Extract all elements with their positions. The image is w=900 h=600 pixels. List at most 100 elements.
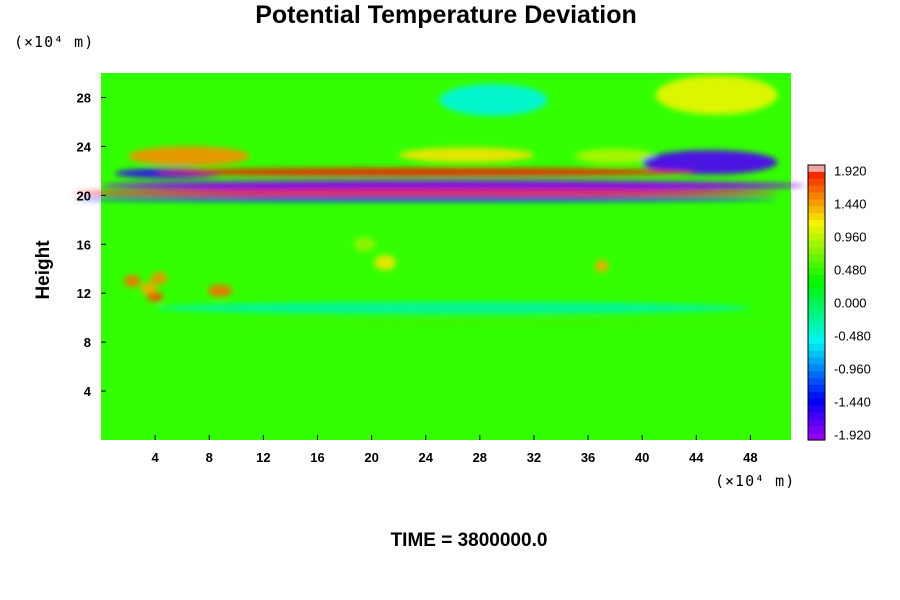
colorbar-tick-label: 1.920 (834, 164, 867, 179)
x-tick-label: 20 (364, 450, 378, 465)
colorbar-segment (808, 281, 825, 290)
heatmap-warm-feature (207, 284, 233, 297)
colorbar-segment (808, 254, 825, 262)
y-tick-label: 20 (77, 188, 91, 203)
x-tick-label: 16 (310, 450, 324, 465)
colorbar-segment (808, 336, 825, 345)
heatmap-warm-feature (374, 255, 396, 270)
y-tick-label: 8 (84, 335, 91, 350)
colorbar-segment (808, 178, 825, 187)
colorbar-segment (808, 240, 825, 249)
colorbar-segment (808, 302, 825, 310)
heatmap-cool-feature (155, 301, 751, 314)
colorbar-tick-label: -1.440 (834, 395, 871, 410)
colorbar-segment (808, 350, 825, 359)
colorbar-segment (808, 433, 825, 441)
colorbar-frame (807, 164, 826, 441)
colorbar-segment (808, 185, 825, 194)
x-tick-label: 8 (206, 450, 213, 465)
colorbar-segment (808, 309, 825, 317)
time-label: TIME = 3800000.0 (390, 530, 548, 551)
colorbar: 1.920 1.440 0.960 0.480 0.000 -0.480 -0.960 -1.… (807, 164, 871, 443)
heatmap-cool-feature (101, 180, 805, 192)
colorbar-segment (808, 426, 825, 434)
heatmap-warm-feature (128, 146, 250, 166)
colorbar-segment (808, 398, 825, 407)
colorbar-segment (808, 192, 825, 200)
x-tick-label: 44 (689, 450, 704, 465)
x-tick-label: 28 (473, 450, 487, 465)
heatmap-warm-feature (655, 75, 778, 115)
x-tick-label: 24 (418, 450, 433, 465)
colorbar-segment (808, 220, 825, 228)
heatmap-warm-feature (354, 236, 376, 252)
colorbar-segment (808, 419, 825, 427)
y-tick-label: 12 (77, 286, 91, 301)
heatmap-warm-feature (155, 167, 697, 177)
colorbar-segment (808, 391, 825, 400)
x-tick-label: 32 (527, 450, 541, 465)
colorbar-segment (808, 405, 825, 414)
colorbar-tick-label: 1.440 (834, 197, 867, 212)
colorbar-segment (808, 295, 825, 304)
heatmap-field (73, 73, 805, 440)
colorbar-segment (808, 165, 825, 173)
colorbar-tick-label: -0.480 (834, 329, 871, 344)
heatmap-warm-feature (151, 272, 168, 285)
colorbar-segment (808, 199, 825, 207)
colorbar-segment (808, 357, 825, 365)
colorbar-segment (808, 343, 825, 352)
colorbar-segment (808, 171, 825, 180)
colorbar-segment (808, 371, 825, 379)
colorbar-segment (808, 233, 825, 242)
colorbar-segment (808, 226, 825, 235)
chart-title: Potential Temperature Deviation (255, 1, 637, 29)
heatmap-features (73, 75, 805, 326)
heatmap-cool-feature (73, 195, 778, 203)
x-tick-label: 40 (635, 450, 649, 465)
heatmap-cool-feature (642, 150, 778, 175)
heatmap-warm-feature (398, 147, 534, 163)
colorbar-segment (808, 364, 825, 372)
colorbar-segment (808, 247, 825, 255)
y-tick-label: 4 (84, 384, 92, 399)
y-tick-label: 28 (77, 90, 91, 105)
heatmap-warm-feature (236, 319, 778, 326)
y-axis-unit: (×10⁴ m) (14, 33, 95, 51)
y-tick-label: 24 (77, 139, 92, 154)
x-tick-label: 48 (743, 450, 757, 465)
colorbar-segment (808, 206, 825, 214)
heatmap-warm-feature (574, 148, 656, 164)
colorbar-segment (808, 330, 825, 338)
heatmap-warm-feature (140, 282, 157, 295)
x-tick-label: 12 (256, 450, 270, 465)
colorbar-segment (808, 268, 825, 276)
colorbar-tick-label: 0.000 (834, 296, 867, 311)
colorbar-segment (808, 316, 825, 324)
heatmap-background (101, 73, 791, 440)
heatmap-cool-feature (439, 84, 548, 116)
x-axis-unit: (×10⁴ m) (715, 472, 796, 490)
y-tick-label: 16 (77, 237, 91, 252)
y-axis: 4 8 12 16 20 24 28 (77, 90, 106, 399)
colorbar-segment (808, 213, 825, 221)
colorbar-segment (808, 323, 825, 331)
x-tick-label: 36 (581, 450, 595, 465)
colorbar-tick-label: 0.480 (834, 263, 867, 278)
x-tick-label: 4 (152, 450, 160, 465)
colorbar-segment (808, 288, 825, 297)
x-axis: 4 8 12 16 20 24 28 32 36 40 44 48 (152, 435, 758, 465)
colorbar-segment (808, 412, 825, 420)
heatmap-warm-feature (147, 291, 164, 302)
heatmap-warm-feature (73, 189, 778, 197)
heatmap-warm-feature (594, 260, 609, 273)
colorbar-segment (808, 385, 825, 393)
colorbar-segment (808, 261, 825, 269)
colorbar-tick-label: -0.960 (834, 362, 871, 377)
colorbar-tick-label: -1.920 (834, 428, 871, 443)
colorbar-segment (808, 378, 825, 386)
colorbar-segment (808, 275, 825, 283)
colorbar-tick-label: 0.960 (834, 230, 867, 245)
heatmap-warm-feature (124, 274, 141, 288)
